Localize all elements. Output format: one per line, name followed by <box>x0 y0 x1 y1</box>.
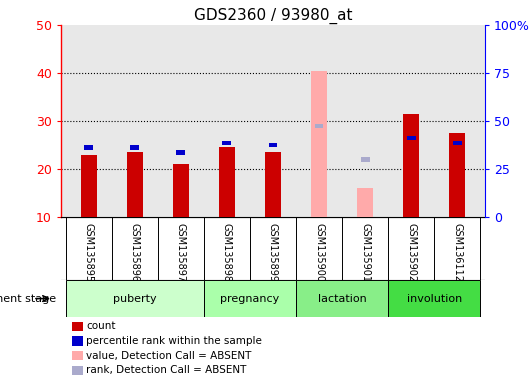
Text: GSM135899: GSM135899 <box>268 223 278 282</box>
Bar <box>311 71 327 217</box>
Bar <box>66 280 204 317</box>
Text: GSM135900: GSM135900 <box>314 223 324 282</box>
Text: puberty: puberty <box>113 293 156 304</box>
Text: involution: involution <box>407 293 462 304</box>
Bar <box>127 152 143 217</box>
Bar <box>407 136 416 140</box>
Text: GSM136112: GSM136112 <box>452 223 462 282</box>
Text: GSM135898: GSM135898 <box>222 223 232 282</box>
Bar <box>81 155 96 217</box>
Bar <box>219 147 235 217</box>
Bar <box>269 143 277 147</box>
Bar <box>84 146 93 150</box>
Bar <box>361 157 369 162</box>
Bar <box>176 150 185 155</box>
Bar <box>296 280 388 317</box>
Text: GSM135897: GSM135897 <box>176 223 186 282</box>
Text: value, Detection Call = ABSENT: value, Detection Call = ABSENT <box>86 351 252 361</box>
Bar <box>265 152 281 217</box>
Bar <box>223 141 231 145</box>
Bar <box>357 188 373 217</box>
Text: development stage: development stage <box>0 293 56 304</box>
Text: pregnancy: pregnancy <box>220 293 279 304</box>
Text: percentile rank within the sample: percentile rank within the sample <box>86 336 262 346</box>
Bar <box>453 141 462 145</box>
Bar <box>204 280 296 317</box>
Bar <box>388 280 480 317</box>
Title: GDS2360 / 93980_at: GDS2360 / 93980_at <box>193 7 352 23</box>
Text: GSM135895: GSM135895 <box>84 223 94 282</box>
Text: GSM135902: GSM135902 <box>406 223 416 282</box>
Bar <box>403 114 419 217</box>
Bar <box>315 124 323 128</box>
Text: rank, Detection Call = ABSENT: rank, Detection Call = ABSENT <box>86 365 247 375</box>
Text: GSM135901: GSM135901 <box>360 223 370 282</box>
Text: count: count <box>86 321 116 331</box>
Text: lactation: lactation <box>317 293 366 304</box>
Text: GSM135896: GSM135896 <box>130 223 140 282</box>
Bar <box>130 146 139 150</box>
Bar <box>449 133 465 217</box>
Bar <box>173 164 189 217</box>
